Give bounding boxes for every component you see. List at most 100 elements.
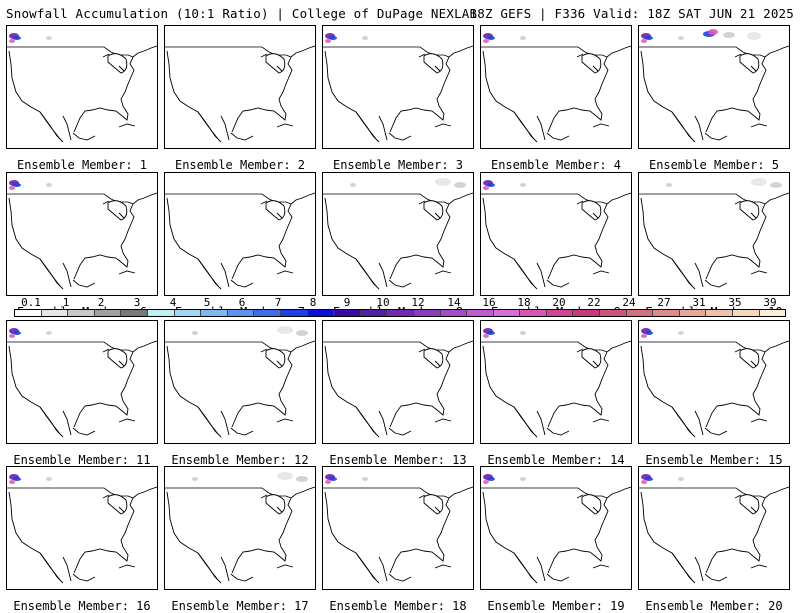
coastline [166,486,315,584]
great-lakes [734,494,760,515]
colorbar-tick: 7 [274,296,282,309]
colorbar-tick: 18 [517,296,531,309]
ensemble-map-panel [322,25,474,149]
country-border [639,46,760,56]
ensemble-map-panel [164,25,316,149]
ensemble-member-label: Ensemble Member: 14 [487,453,625,467]
snowfall-area [329,477,337,481]
snowfall-area [678,331,684,335]
ensemble-member-label: Ensemble Member: 5 [648,158,780,172]
snowfall-area [641,334,647,338]
snowfall-colorbar [14,309,786,317]
colorbar-swatch [440,310,468,316]
colorbar-swatch [413,310,441,316]
colorbar-swatch [600,310,627,316]
colorbar-swatch [121,310,148,316]
snowfall-area [46,331,52,335]
snowfall-area [13,36,21,40]
basemap [639,178,789,290]
ensemble-map-panel [322,172,474,296]
coastline [482,486,631,584]
snowfall-area [666,183,672,187]
colorbar-swatch [360,310,388,316]
colorbar-swatch [493,310,521,316]
coastline [166,340,315,438]
ensemble-map-panel [6,172,158,296]
snowfall-area [520,331,526,335]
basemap [481,474,631,584]
great-lakes [576,200,602,221]
great-lakes [576,348,602,369]
colorbar-tick: 9 [343,296,351,309]
cuba-outline [434,270,452,275]
country-border [7,487,128,497]
coastline [8,45,157,143]
colorbar-tick: 5 [203,296,211,309]
country-border [323,341,444,351]
coastline [640,486,789,584]
country-border [481,46,602,56]
snowfall-area [9,39,15,43]
country-border [323,46,444,56]
basemap [323,178,473,290]
snowfall-area [46,183,52,187]
colorbar-tick: 4 [169,296,177,309]
snowfall-area [708,29,718,35]
snowfall-area [9,334,15,338]
snowfall-area [9,480,15,484]
colorbar-tick: 14 [447,296,461,309]
snowfall-area [483,480,489,484]
mexico-coast [671,406,728,436]
snowfall-area [483,39,489,43]
snowfall-area [747,32,761,40]
colorbar-tick: 24 [622,296,636,309]
ensemble-map-panel [164,466,316,590]
cuba-outline [118,564,136,569]
snowfall-area [192,477,198,481]
ensemble-map-panel [480,172,632,296]
colorbar-tick: 22 [587,296,601,309]
colorbar-tick: 20 [552,296,566,309]
ensemble-member-label: Ensemble Member: 18 [329,599,467,613]
country-border [165,341,286,351]
colorbar-tick: 39 [763,296,777,309]
basemap [481,180,631,290]
ensemble-map-panel [480,25,632,149]
cuba-outline [118,418,136,423]
colorbar-tick: 16 [482,296,496,309]
cuba-outline [434,123,452,128]
basemap [639,328,789,438]
great-lakes [418,348,444,369]
mexico-coast [197,258,254,288]
mexico-coast [197,406,254,436]
colorbar-tick: 2 [97,296,105,309]
basemap [323,474,473,584]
coastline [640,192,789,290]
ensemble-map-panel [164,172,316,296]
colorbar-tick: 6 [238,296,246,309]
ensemble-map-panel [480,466,632,590]
country-border [165,46,286,56]
colorbar-tick: 27 [657,296,671,309]
snowfall-area [46,477,52,481]
colorbar-swatch [573,310,601,316]
snowfall-area [13,331,21,335]
ensemble-member-label: Ensemble Member: 3 [332,158,464,172]
colorbar-tick: 8 [309,296,317,309]
colorbar-tick: 1 [62,296,70,309]
snowfall-area [487,36,495,40]
coastline [482,340,631,438]
snowfall-area [362,477,368,481]
cuba-outline [750,564,768,569]
great-lakes [734,348,760,369]
coastline [8,340,157,438]
map-title: Snowfall Accumulation (10:1 Ratio) | Col… [6,6,478,21]
great-lakes [734,53,760,74]
country-border [639,193,760,203]
cuba-outline [276,270,294,275]
snowfall-area [277,472,293,480]
great-lakes [102,348,128,369]
snowfall-area [678,477,684,481]
cuba-outline [276,123,294,128]
ensemble-map-panel [6,320,158,444]
